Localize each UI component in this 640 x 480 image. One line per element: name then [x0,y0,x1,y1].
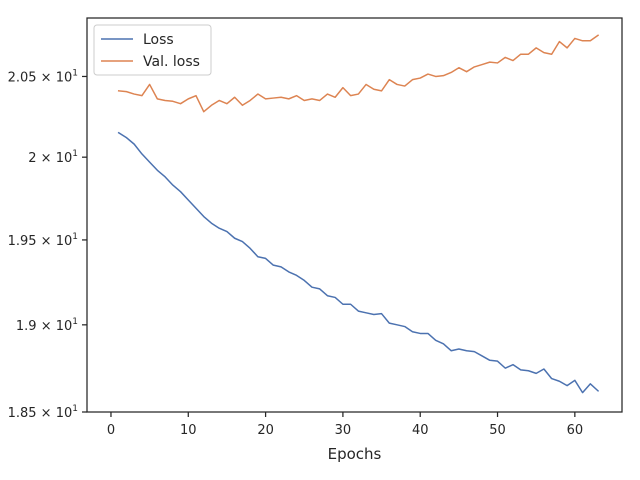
x-tick-label: 20 [257,423,274,438]
y-tick-label: 1.9 × 101 [16,317,78,334]
series-layer [117,34,600,394]
x-axis-ticks: 0 10 20 30 40 50 60 [107,412,583,438]
plot-frame [86,17,623,413]
x-tick-label: 60 [567,423,584,438]
series-line-loss [117,131,600,394]
legend-label-loss: Loss [143,32,174,48]
y-tick-label: 1.95 × 101 [8,232,78,249]
x-tick-label: 50 [489,423,506,438]
y-axis-ticks: 1.85 × 101 1.9 × 101 1.95 × 101 2 × 101 2.05… [8,68,87,421]
y-tick-label: 2 × 101 [28,149,78,166]
legend-box [93,24,212,76]
x-tick-label: 10 [180,423,197,438]
legend: Loss Val. loss [93,24,212,76]
y-tick-label: 1.85 × 101 [8,404,78,421]
x-tick-label: 30 [335,423,352,438]
x-tick-label: 40 [412,423,429,438]
plot-background [87,18,622,412]
series-line-val-loss [117,34,600,113]
legend-label-val-loss: Val. loss [143,54,200,70]
y-tick-label: 2.05 × 101 [8,68,78,85]
x-tick-label: 0 [107,423,115,438]
x-axis-label: Epochs [328,445,382,463]
